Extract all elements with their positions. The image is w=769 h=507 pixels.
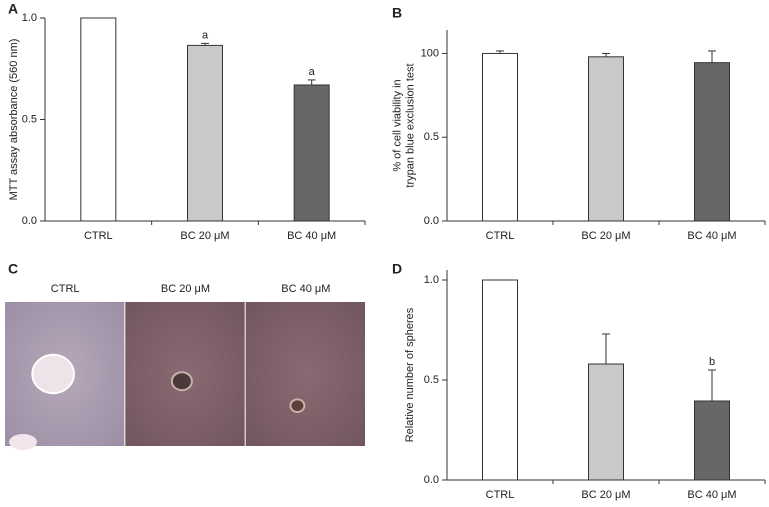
y-tick-label: 0.5	[22, 113, 37, 125]
panel-label: C	[8, 261, 18, 277]
y-tick-label: 0.0	[424, 474, 439, 486]
bar	[694, 400, 730, 481]
x-tick-label: CTRL	[486, 489, 515, 501]
bar	[588, 56, 624, 222]
bar	[482, 52, 518, 222]
x-tick-label: BC 40 μM	[687, 489, 736, 501]
bar	[80, 17, 117, 222]
sphere	[31, 353, 75, 395]
image-label: BC 40 μM	[281, 283, 330, 295]
x-tick-label: CTRL	[84, 230, 113, 242]
value-annotation: b	[709, 356, 715, 368]
bar	[482, 279, 518, 481]
value-annotation: a	[202, 29, 209, 41]
y-tick-label: 100	[421, 47, 439, 59]
sphere	[170, 371, 193, 392]
bar	[694, 62, 730, 222]
panel-label: A	[8, 1, 18, 17]
sphere	[9, 434, 37, 450]
x-tick-label: BC 40 μM	[687, 230, 736, 242]
panel-label: B	[392, 5, 402, 21]
y-axis-label: Relative number of spheres	[404, 307, 416, 442]
micrograph	[245, 302, 365, 446]
y-axis-label: % of cell viability in	[391, 79, 403, 171]
image-label: CTRL	[51, 283, 80, 295]
x-tick-label: BC 20 μM	[180, 230, 229, 242]
image-label: BC 20 μM	[161, 283, 210, 295]
y-tick-label: 1.0	[22, 12, 37, 24]
x-tick-label: BC 40 μM	[287, 230, 336, 242]
y-tick-label: 0.0	[424, 215, 439, 227]
bar	[187, 44, 223, 222]
value-annotation: a	[309, 66, 316, 78]
x-tick-label: BC 20 μM	[581, 489, 630, 501]
bar	[293, 84, 330, 222]
y-tick-label: 1.0	[424, 274, 439, 286]
y-tick-label: 0.5	[424, 374, 439, 386]
x-tick-label: CTRL	[486, 230, 515, 242]
y-tick-label: 0.0	[22, 215, 37, 227]
y-tick-label: 0.5	[424, 131, 439, 143]
y-axis-label: trypan blue exclusion test	[404, 63, 416, 187]
bar	[588, 363, 624, 481]
y-axis-label: MTT assay absorbance (560 nm)	[8, 39, 20, 201]
panel-label: D	[392, 261, 402, 277]
sphere	[289, 398, 306, 413]
x-tick-label: BC 20 μM	[581, 230, 630, 242]
